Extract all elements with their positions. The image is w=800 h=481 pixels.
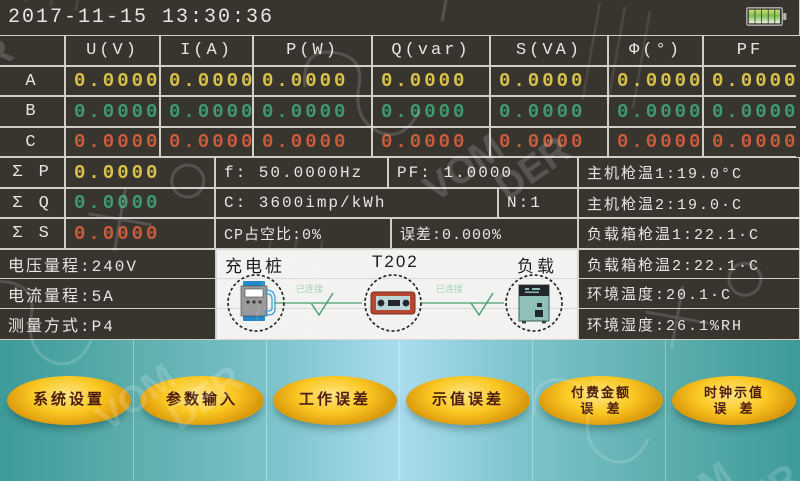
svg-text:已连接: 已连接 <box>296 283 323 294</box>
svg-text:已连接: 已连接 <box>436 283 463 294</box>
